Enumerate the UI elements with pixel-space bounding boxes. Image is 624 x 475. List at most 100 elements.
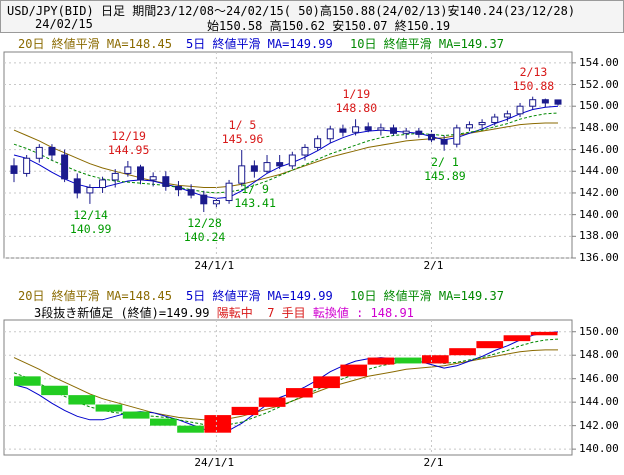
top-y-tick-label: 140.00: [579, 207, 619, 221]
renko-brick: [258, 397, 286, 407]
bottom-x-tick-label: 2/1: [423, 456, 444, 469]
candle-body: [377, 127, 385, 131]
candle-body: [263, 162, 271, 172]
top-y-tick-label: 144.00: [579, 164, 619, 178]
candle-body: [225, 182, 233, 202]
renko-brick: [422, 355, 449, 364]
top-y-tick-label: 138.00: [579, 229, 619, 243]
top-y-tick-label: 154.00: [579, 55, 619, 69]
candle-body: [35, 146, 43, 159]
renko-brick: [530, 331, 558, 336]
candle-body: [23, 157, 31, 174]
bottom-y-tick-label: 140.00: [579, 442, 619, 456]
top-plot-frame: [3, 51, 573, 259]
candle-body: [288, 154, 296, 167]
candle-body: [326, 128, 334, 140]
candle-body: [238, 165, 246, 184]
candle-body: [465, 124, 473, 129]
top-y-tick-label: 146.00: [579, 142, 619, 156]
top-x-tick-label: 2/1: [423, 259, 444, 272]
candle-body: [541, 99, 549, 104]
candle-body: [364, 126, 372, 131]
ma10-line: [13, 112, 559, 194]
quote-header: USD/JPY(BID) 日足 期間23/12/08～24/02/15( 50)…: [0, 0, 624, 33]
candle-body: [529, 99, 537, 107]
header-date: 24/02/15: [35, 17, 93, 31]
candle-body: [162, 176, 170, 187]
candle-body: [491, 116, 499, 123]
top-y-tick-label: 142.00: [579, 185, 619, 199]
top-x-tick-label: 24/1/1: [194, 259, 235, 272]
renko-brick: [313, 376, 340, 389]
bottom-plot-frame: [3, 319, 573, 456]
candle-body: [10, 165, 18, 174]
annotation-label: 12/14 140.99: [69, 207, 112, 236]
renko-brick: [68, 395, 96, 405]
candle-body: [453, 127, 461, 145]
candle-body: [187, 189, 195, 196]
candle-body: [99, 179, 107, 189]
candle-body: [276, 162, 284, 167]
legend-ma10-top: 10日 終値平滑 MA=149.37: [350, 37, 504, 51]
candle-body: [390, 127, 398, 134]
candle-body: [250, 165, 258, 172]
renko-brick: [204, 415, 232, 433]
candle-body: [352, 126, 360, 133]
candle-body: [478, 121, 486, 126]
candle-body: [200, 194, 208, 205]
candle-body: [174, 185, 182, 191]
candle-body: [149, 176, 157, 181]
candle-body: [554, 99, 562, 105]
ma5-line: [13, 105, 559, 199]
bottom-x-tick-label: 24/1/1: [194, 456, 235, 469]
top-y-tick-label: 148.00: [579, 120, 619, 134]
renko-brick: [394, 357, 422, 364]
annotation-label: 12/28 140.24: [183, 216, 226, 245]
bottom-y-tick-label: 142.00: [579, 418, 619, 432]
bottom-y-tick-label: 150.00: [579, 324, 619, 338]
annotation-label: 1/ 5 145.96: [221, 118, 264, 146]
candle-body: [440, 139, 448, 145]
candle-body: [73, 178, 81, 194]
header-ohlc: 始150.58 高150.62 安150.07 終150.19: [207, 19, 451, 33]
annotation-label: 12/19 144.95: [107, 128, 150, 157]
renko-brick: [286, 388, 313, 398]
top-y-tick-label: 136.00: [579, 251, 619, 264]
candle-body: [339, 128, 347, 133]
renko-brick: [122, 411, 150, 419]
candle-body: [301, 146, 309, 156]
ma20-line: [13, 122, 558, 188]
candle-body: [137, 166, 145, 181]
legend-ma5-top: 5日 終値平滑 MA=149.99: [186, 37, 333, 51]
annotation-label: 2/ 1 145.89: [424, 154, 466, 183]
renko-brick: [95, 404, 123, 412]
legend-ma5-bottom: 5日 終値平滑 MA=149.99: [186, 289, 333, 303]
candle-body: [124, 166, 132, 174]
renko-brick: [41, 385, 68, 396]
renko-brick: [14, 376, 41, 386]
annotation-label: 2/13 150.88: [512, 64, 555, 93]
bottom-y-tick-label: 148.00: [579, 348, 619, 362]
renko-brick: [177, 425, 204, 433]
candle-body: [111, 172, 119, 181]
annotation-label: 1/ 9 143.41: [234, 181, 276, 210]
candle-body: [503, 113, 511, 118]
header-line-1: USD/JPY(BID) 日足 期間23/12/08～24/02/15( 50)…: [7, 4, 576, 18]
top-y-tick-label: 150.00: [579, 99, 619, 113]
legend-ma20-top: 20日 終値平滑 MA=148.45: [18, 37, 172, 51]
annotation-label: 1/19 148.80: [335, 87, 378, 116]
legend-ma10-bottom: 10日 終値平滑 MA=149.37: [350, 289, 504, 303]
renko-info: 3段抜き新値足 (終値)=149.99 陽転中 7 手目 転換値 : 148.9…: [34, 306, 414, 320]
bottom-ma10-line: [13, 338, 559, 427]
candle-body: [61, 154, 69, 180]
renko-brick: [503, 335, 531, 342]
candle-body: [48, 146, 56, 156]
candle-body: [314, 138, 322, 148]
renko-brick: [367, 357, 395, 365]
renko-brick: [449, 348, 476, 356]
renko-brick: [231, 406, 259, 416]
legend-ma20-bottom: 20日 終値平滑 MA=148.45: [18, 289, 172, 303]
candle-body: [415, 130, 423, 135]
renko-brick: [340, 364, 368, 377]
